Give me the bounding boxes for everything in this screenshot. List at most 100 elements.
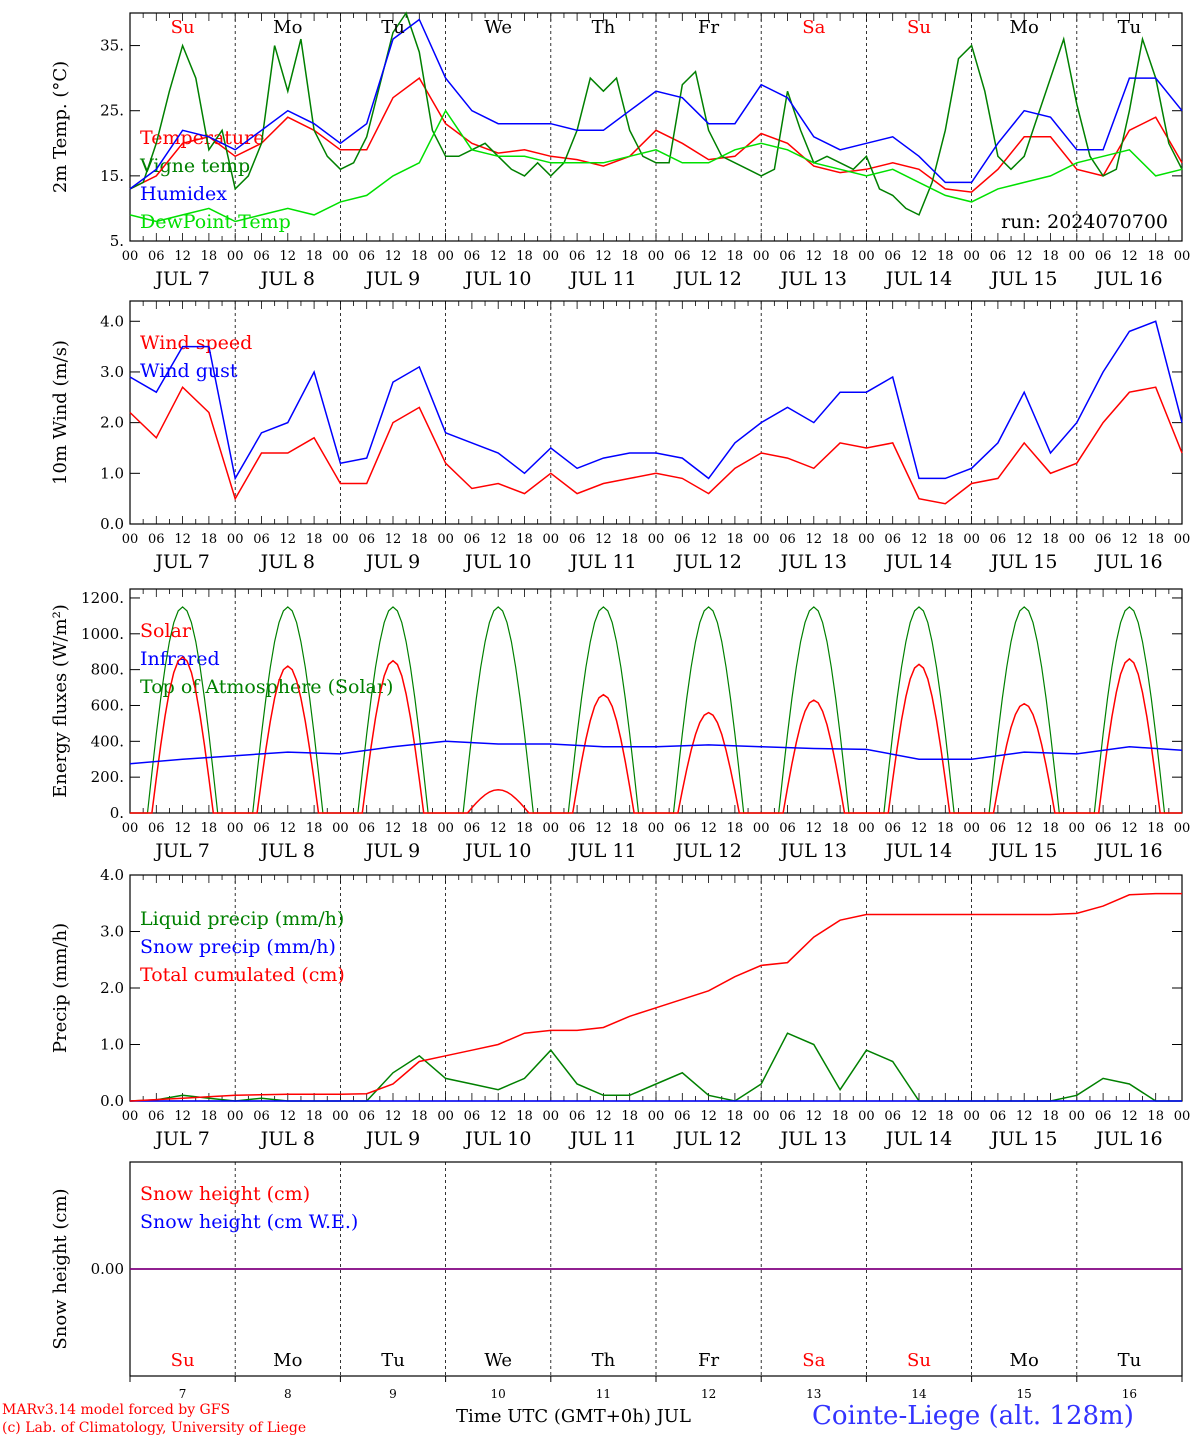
legend-entry: Solar bbox=[140, 620, 192, 642]
hour-label: 12 bbox=[1121, 532, 1138, 547]
weekday-label: Tu bbox=[381, 1350, 405, 1371]
hour-label: 18 bbox=[1147, 821, 1164, 836]
hour-label: 18 bbox=[201, 1109, 218, 1124]
hour-label: 18 bbox=[832, 532, 849, 547]
hour-label: 00 bbox=[858, 532, 875, 547]
hour-label: 12 bbox=[490, 821, 507, 836]
weekday-label: Su bbox=[907, 17, 931, 38]
hour-label: 18 bbox=[306, 249, 323, 264]
day-label: JUL 9 bbox=[364, 551, 420, 573]
hour-label: 06 bbox=[148, 249, 165, 264]
hour-label: 06 bbox=[674, 532, 691, 547]
hour-label: 06 bbox=[464, 249, 481, 264]
y-tick-label: 2.0 bbox=[100, 414, 124, 432]
hour-label: 12 bbox=[174, 532, 191, 547]
weekday-label: Su bbox=[907, 1350, 931, 1371]
hour-label: 18 bbox=[621, 532, 638, 547]
hour-label: 12 bbox=[280, 1109, 297, 1124]
weekday-label: Sa bbox=[802, 17, 825, 38]
day-label: JUL 8 bbox=[259, 551, 315, 573]
day-label: JUL 13 bbox=[779, 268, 847, 290]
hour-label: 12 bbox=[1121, 1109, 1138, 1124]
hour-label: 12 bbox=[700, 532, 717, 547]
hour-label: 18 bbox=[727, 821, 744, 836]
hour-label: 06 bbox=[884, 249, 901, 264]
hour-label: 00 bbox=[753, 249, 770, 264]
hour-label: 06 bbox=[569, 532, 586, 547]
weekday-label: Mo bbox=[273, 17, 302, 38]
day-label: JUL 14 bbox=[884, 551, 952, 573]
hour-label: 18 bbox=[621, 1109, 638, 1124]
hour-label: 06 bbox=[358, 532, 375, 547]
weekday-label: Tu bbox=[1118, 1350, 1142, 1371]
hour-label: 06 bbox=[990, 821, 1007, 836]
day-number-label: 13 bbox=[806, 1387, 821, 1401]
hour-label: 00 bbox=[332, 1109, 349, 1124]
hour-label: 18 bbox=[516, 821, 533, 836]
day-label: JUL 14 bbox=[884, 268, 952, 290]
day-label: JUL 16 bbox=[1094, 551, 1162, 573]
day-label: JUL 15 bbox=[989, 1128, 1057, 1150]
hour-label: 00 bbox=[332, 532, 349, 547]
hour-label: 18 bbox=[937, 532, 954, 547]
y-axis-label: 10m Wind (m/s) bbox=[50, 340, 71, 485]
hour-label: 06 bbox=[779, 532, 796, 547]
day-label: JUL 10 bbox=[463, 268, 531, 290]
series-wind-speed-line bbox=[129, 385, 1183, 505]
hour-label: 00 bbox=[1174, 532, 1191, 547]
hour-label: 06 bbox=[779, 1109, 796, 1124]
hour-label: 12 bbox=[595, 249, 612, 264]
hour-label: 06 bbox=[148, 821, 165, 836]
hour-label: 06 bbox=[148, 1109, 165, 1124]
y-tick-label: 1000. bbox=[81, 625, 124, 643]
weekday-label: We bbox=[484, 1350, 512, 1371]
weekday-label: Fr bbox=[698, 17, 719, 38]
y-tick-label: 4.0 bbox=[100, 866, 124, 884]
y-tick-label: 2.0 bbox=[100, 979, 124, 997]
hour-label: 06 bbox=[253, 249, 270, 264]
hour-label: 06 bbox=[779, 249, 796, 264]
y-tick-label: 1.0 bbox=[100, 464, 124, 482]
hour-label: 00 bbox=[122, 1109, 139, 1124]
hour-label: 12 bbox=[385, 1109, 402, 1124]
hour-label: 12 bbox=[806, 249, 823, 264]
weekday-label: Sa bbox=[802, 1350, 825, 1371]
y-tick-label: 400. bbox=[91, 732, 124, 750]
hour-label: 00 bbox=[1174, 249, 1191, 264]
series-humidex-line bbox=[129, 18, 1183, 190]
day-label: JUL 9 bbox=[364, 1128, 420, 1150]
day-label: JUL 11 bbox=[568, 840, 636, 862]
hour-label: 00 bbox=[1069, 532, 1086, 547]
hour-label: 18 bbox=[1147, 1109, 1164, 1124]
hour-label: 18 bbox=[201, 532, 218, 547]
day-number-label: 11 bbox=[596, 1387, 611, 1401]
hour-label: 00 bbox=[437, 821, 454, 836]
day-label: JUL 16 bbox=[1094, 1128, 1162, 1150]
weekday-label: Mo bbox=[1010, 1350, 1039, 1371]
weekday-label: We bbox=[484, 17, 512, 38]
day-label: JUL 7 bbox=[153, 268, 209, 290]
day-label: JUL 10 bbox=[463, 551, 531, 573]
day-label: JUL 16 bbox=[1094, 268, 1162, 290]
day-number-label: 14 bbox=[911, 1387, 927, 1401]
hour-label: 06 bbox=[779, 821, 796, 836]
hour-label: 00 bbox=[437, 1109, 454, 1124]
hour-label: 00 bbox=[227, 249, 244, 264]
hour-label: 06 bbox=[569, 1109, 586, 1124]
day-label: JUL 11 bbox=[568, 268, 636, 290]
y-tick-label: 1.0 bbox=[100, 1036, 124, 1054]
station-title: Cointe-Liege (alt. 128m) bbox=[812, 1401, 1134, 1431]
hour-label: 06 bbox=[674, 821, 691, 836]
footer-model-credit: MARv3.14 model forced by GFS bbox=[2, 1402, 231, 1418]
day-label: JUL 9 bbox=[364, 268, 420, 290]
hour-label: 12 bbox=[490, 532, 507, 547]
day-number-label: 7 bbox=[179, 1387, 187, 1401]
day-label: JUL 9 bbox=[364, 840, 420, 862]
hour-label: 18 bbox=[411, 1109, 428, 1124]
day-label: JUL 14 bbox=[884, 840, 952, 862]
hour-label: 06 bbox=[990, 532, 1007, 547]
hour-label: 00 bbox=[332, 821, 349, 836]
hour-label: 00 bbox=[1069, 1109, 1086, 1124]
day-label: JUL 10 bbox=[463, 1128, 531, 1150]
hour-label: 00 bbox=[227, 821, 244, 836]
